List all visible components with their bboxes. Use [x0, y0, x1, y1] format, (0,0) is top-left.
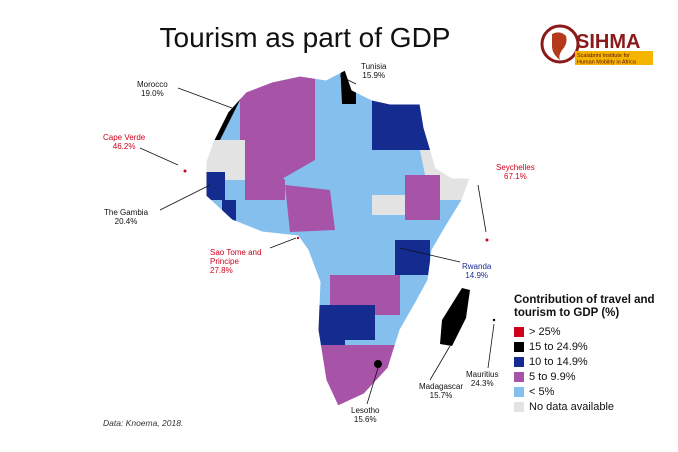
legend-label: > 25%: [529, 325, 561, 338]
tunisia: [340, 70, 356, 104]
egypt: [372, 100, 430, 150]
ethiopia: [405, 175, 440, 220]
legend-item: No data available: [514, 399, 655, 414]
label-madagascar: Madagascar 15.7%: [419, 382, 464, 400]
sao-tome: [296, 236, 300, 240]
legend: Contribution of travel and tourism to GDP…: [514, 294, 655, 414]
botswana: [345, 305, 375, 340]
page-title: Tourism as part of GDP: [159, 22, 451, 53]
legend-label: No data available: [529, 400, 615, 413]
madagascar: [440, 288, 470, 346]
legend-label: 15 to 24.9%: [529, 340, 588, 353]
label-gambia: The Gambia 20.4%: [104, 208, 149, 226]
cape-verde: [183, 169, 187, 173]
legend-swatch: [514, 326, 524, 337]
legend-label: 5 to 9.9%: [529, 370, 576, 383]
legend-label: < 5%: [529, 385, 555, 398]
label-morocco: Morocco 19.0%: [137, 80, 168, 98]
legend-item: 15 to 24.9%: [514, 339, 655, 354]
senegal: [206, 172, 225, 200]
label-sao-tome: Sao Tome and Principe 27.8%: [210, 248, 262, 275]
west-africa: [285, 185, 335, 232]
legend-swatch: [514, 341, 524, 352]
mali: [245, 140, 285, 200]
svg-text:Scalabrini Institute for: Scalabrini Institute for: [577, 53, 630, 59]
callout-lines: [139, 75, 495, 405]
sihma-logo: SIHMA Scalabrini Institute for Human Mob…: [538, 14, 668, 71]
label-rwanda: Rwanda 14.9%: [462, 262, 492, 280]
tanzania: [395, 240, 430, 275]
mauritania: [206, 140, 245, 180]
legend-item: > 25%: [514, 324, 655, 339]
legend-swatch: [514, 356, 524, 367]
svg-text:Human Mobility in Africa: Human Mobility in Africa: [577, 60, 637, 66]
label-cape-verde: Cape Verde 46.2%: [103, 133, 146, 151]
legend-item: 10 to 14.9%: [514, 354, 655, 369]
label-mauritius: Mauritius 24.3%: [466, 370, 499, 388]
legend-title: Contribution of travel and tourism to GDP…: [514, 294, 655, 319]
south-sudan: [372, 195, 405, 215]
chad: [330, 150, 375, 215]
legend-item: < 5%: [514, 384, 655, 399]
label-lesotho: Lesotho 15.6%: [351, 406, 380, 424]
seychelles: [485, 238, 489, 242]
label-tunisia: Tunisia 15.9%: [361, 62, 387, 80]
legend-label: 10 to 14.9%: [529, 355, 588, 368]
source-note: Data: Knoema, 2018.: [103, 418, 184, 428]
legend-swatch: [514, 401, 524, 412]
label-seychelles: Seychelles 67.1%: [496, 163, 535, 181]
mauritius: [492, 318, 496, 322]
lesotho: [374, 360, 382, 368]
legend-swatch: [514, 386, 524, 397]
svg-text:SIHMA: SIHMA: [576, 31, 640, 53]
legend-item: 5 to 9.9%: [514, 369, 655, 384]
legend-swatch: [514, 371, 524, 382]
algeria: [240, 70, 315, 180]
